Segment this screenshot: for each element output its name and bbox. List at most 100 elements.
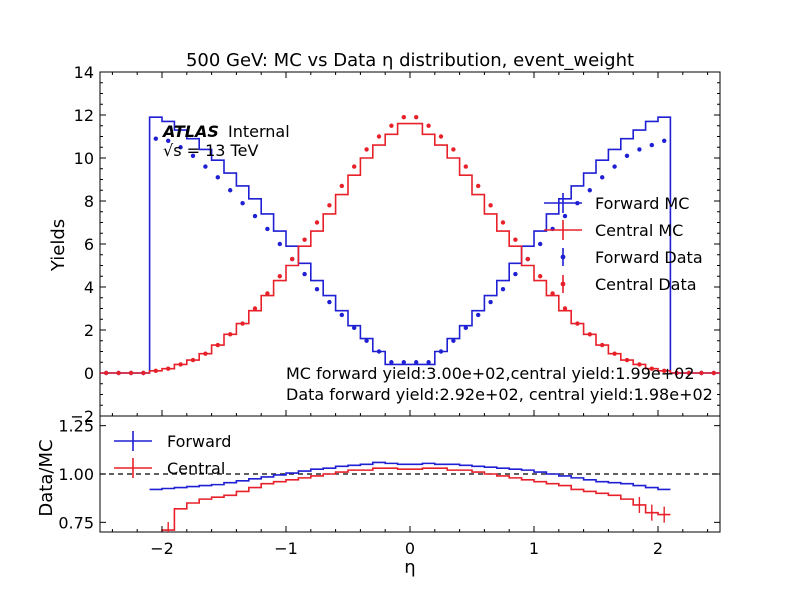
data-point — [525, 256, 530, 262]
y-tick-label: 14 — [74, 63, 94, 82]
data-point — [153, 136, 158, 141]
data-point — [215, 342, 220, 348]
data-point — [414, 114, 419, 120]
main-y-ticks: −2 0 2 4 6 8 10 12 14 — [70, 63, 720, 426]
legend-label: Forward MC — [595, 194, 689, 213]
data-point — [401, 360, 406, 365]
data-point — [500, 220, 506, 225]
legend-label: Central Data — [595, 275, 697, 294]
y-tick-label: 0 — [84, 364, 94, 383]
y-tick-label: 4 — [84, 278, 94, 297]
data-point — [600, 342, 605, 348]
data-point — [426, 360, 431, 365]
data-point — [451, 338, 456, 343]
legend-label: Forward Data — [595, 248, 703, 267]
data-point — [649, 366, 654, 371]
data-point — [488, 203, 493, 208]
data-point — [302, 271, 307, 277]
main-plot-series — [100, 114, 720, 376]
data-point — [463, 164, 468, 169]
main-y-axis-label: Yields — [48, 219, 69, 272]
chart-title: 500 GeV: MC vs Data η distribution, even… — [186, 50, 634, 71]
data-point — [575, 321, 580, 326]
y-tick-label: 6 — [84, 235, 94, 254]
data-point — [314, 220, 320, 225]
data-point — [203, 351, 208, 356]
data-point — [649, 142, 654, 148]
data-point — [277, 241, 282, 247]
data-point — [711, 370, 716, 376]
data-point — [476, 312, 481, 318]
data-point — [178, 145, 183, 150]
data-point — [327, 299, 332, 305]
data-point — [612, 351, 617, 356]
energy-label: √s = 13 TeV — [163, 141, 258, 160]
data-point — [662, 138, 667, 143]
data-point — [637, 147, 642, 152]
data-point — [228, 188, 233, 193]
mc-yield-annotation: MC forward yield:3.00e+02,central yield:… — [286, 364, 695, 383]
data-point — [451, 147, 456, 152]
mc-step-line — [100, 116, 720, 374]
data-point — [116, 370, 121, 376]
atlas-label: ATLAS Internal √s = 13 TeV — [161, 122, 290, 160]
data-point — [376, 349, 382, 354]
y-tick-label: 8 — [84, 192, 94, 211]
data-point — [215, 175, 220, 180]
data-point — [190, 357, 196, 363]
x-axis-ticks: −2 −1 0 1 2 — [111, 72, 709, 558]
data-point — [364, 147, 369, 152]
ratio-y-axis-label: Data/MC — [36, 439, 57, 516]
data-point — [128, 370, 134, 376]
data-point — [587, 188, 592, 193]
data-point — [662, 368, 667, 374]
data-point — [426, 123, 431, 128]
ratio-y-tick-label: 0.75 — [58, 513, 94, 532]
data-point — [538, 274, 543, 279]
data-point — [699, 370, 704, 376]
data-point — [352, 325, 357, 331]
data-point — [166, 138, 171, 143]
data-point — [352, 164, 357, 169]
data-point — [562, 213, 568, 219]
data-point — [240, 321, 245, 326]
data-point — [203, 164, 208, 169]
y-tick-label: −2 — [70, 407, 94, 426]
x-tick-label: 0 — [405, 539, 415, 558]
data-point — [686, 370, 692, 376]
ratio-plot: 0.75 1.00 1.25 — [58, 415, 721, 533]
internal-label: Internal — [228, 122, 290, 141]
data-point — [290, 256, 295, 262]
legend-point-marker — [560, 254, 566, 260]
data-point — [265, 291, 270, 296]
data-point — [600, 175, 605, 180]
data-point — [376, 134, 382, 139]
data-point — [488, 299, 493, 305]
legend-point-marker — [560, 281, 566, 287]
data-point — [612, 164, 617, 169]
ratio-step-line — [161, 467, 671, 532]
data-point — [339, 312, 344, 318]
ratio-legend-label: Forward — [167, 432, 231, 451]
data-point — [389, 360, 394, 365]
y-tick-label: 12 — [74, 106, 94, 125]
data-point — [401, 114, 406, 120]
data-point — [314, 286, 320, 292]
x-tick-label: 1 — [529, 539, 539, 558]
data-point — [190, 153, 196, 159]
data-point — [178, 362, 183, 367]
data-point — [327, 203, 332, 208]
data-point — [339, 183, 344, 189]
data-point — [389, 123, 394, 128]
data-point — [265, 226, 270, 232]
data-yield-annotation: Data forward yield:2.92e+02, central yie… — [286, 385, 713, 404]
data-point — [252, 306, 258, 311]
data-point — [538, 241, 543, 247]
data-point — [252, 213, 258, 219]
ratio-y-ticks: 0.75 1.00 1.25 — [58, 417, 720, 532]
ratio-y-tick-label: 1.25 — [58, 417, 94, 436]
data-point — [166, 366, 171, 371]
legend-label: Central MC — [595, 221, 683, 240]
main-plot: −2 0 2 4 6 8 10 12 14 — [70, 63, 721, 426]
